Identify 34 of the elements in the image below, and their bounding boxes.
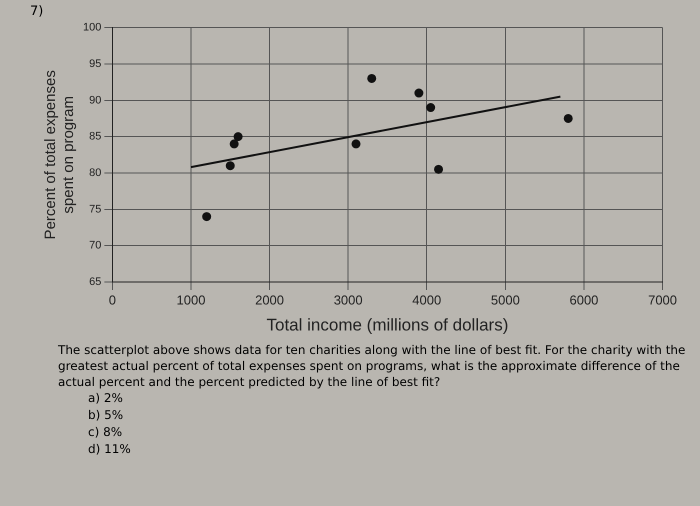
y-tick-label: 95 (89, 58, 102, 70)
y-tick-label: 100 (82, 22, 102, 34)
y-axis-title: Percent of total expenses spent on program (42, 70, 78, 240)
x-axis-title: Total income (millions of dollars) (266, 315, 508, 334)
point (414, 88, 424, 98)
x-tick-label: 0 (108, 292, 116, 308)
text: b) 5% (88, 407, 124, 424)
y-tick-label: 80 (89, 167, 102, 180)
x-tick-label: 4000 (412, 292, 442, 308)
text: d) 11% (88, 441, 132, 458)
point (426, 103, 436, 112)
text: c) 8% (88, 424, 124, 441)
text: 7) (30, 4, 44, 19)
y-tick-label: 85 (89, 130, 102, 143)
y-tick-label: 65 (89, 276, 102, 288)
y-tick-label: 75 (89, 203, 102, 216)
point (202, 212, 212, 222)
x-tick-label: 5000 (490, 292, 520, 308)
text: a) 2% (88, 390, 124, 407)
point (352, 139, 361, 148)
point (230, 139, 239, 148)
x-tick-label: 6000 (569, 292, 598, 308)
x-tick-label: 2000 (255, 292, 284, 308)
point (234, 132, 243, 142)
point (564, 114, 573, 123)
x-tick-label: 7000 (648, 292, 677, 308)
y-tick-label: 90 (89, 94, 102, 106)
point (226, 161, 235, 170)
text: The scatterplot above shows data for ten charities along with the line of best fit. For the charity with the greatest actual percent of total expenses spent on programs, what is the approximate difference of the actual percent and the percent predicted by the line of best fit? (58, 342, 686, 390)
point (367, 74, 376, 83)
y-tick-label: 70 (89, 240, 102, 252)
point (434, 164, 444, 174)
x-tick-label: 3000 (334, 292, 363, 308)
x-tick-label: 1000 (176, 292, 206, 308)
